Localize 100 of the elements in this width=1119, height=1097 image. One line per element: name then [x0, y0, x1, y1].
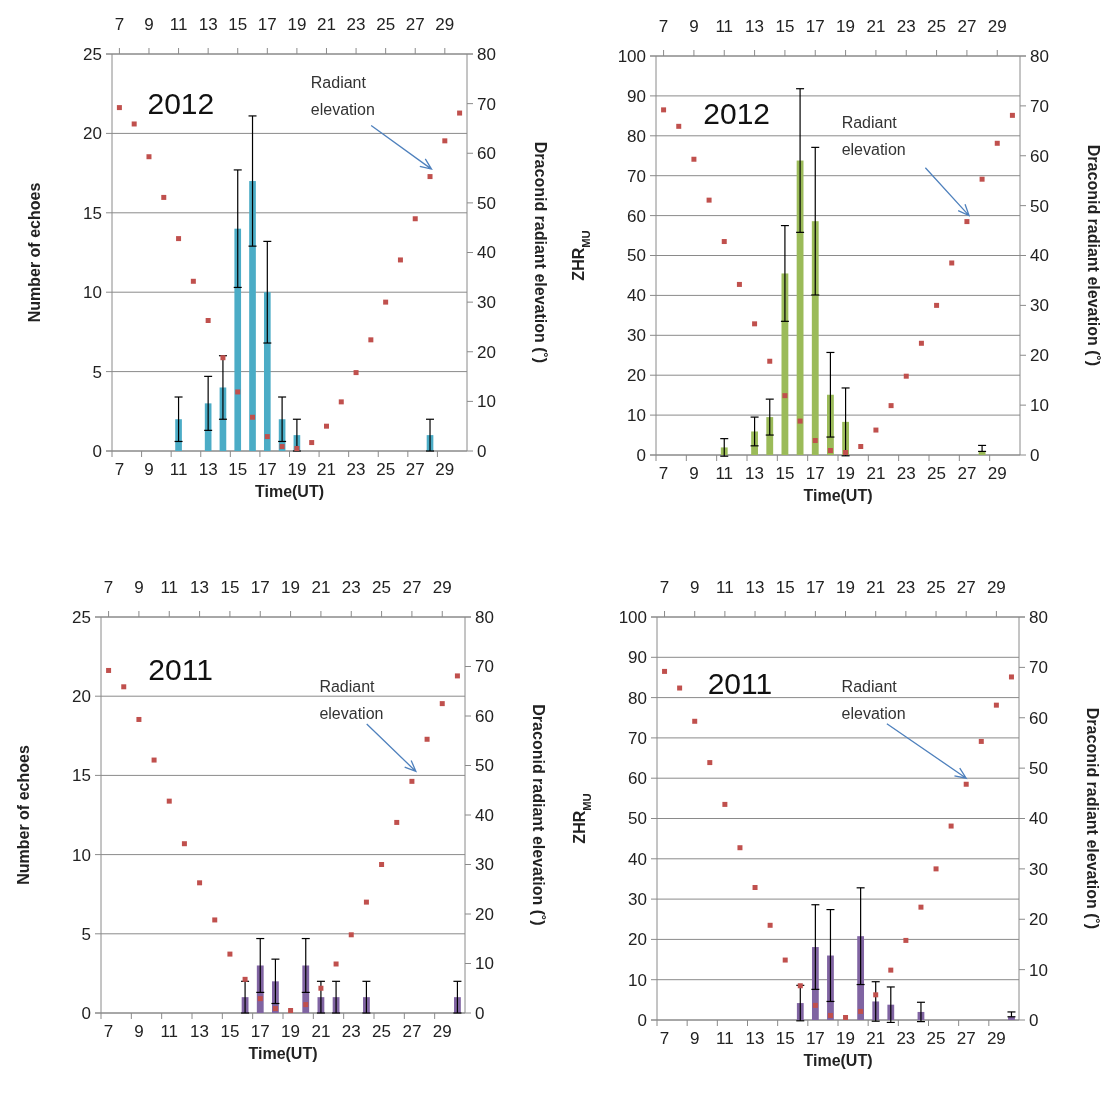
x-tick-label: 23 [346, 460, 366, 479]
y2-tick-label: 70 [1030, 96, 1049, 116]
x-tick-label: 27 [956, 1029, 976, 1048]
point [257, 996, 263, 1002]
y2-axis-title: Draconid radiant elevation (˚) [1084, 707, 1101, 930]
x-tick-label: 23 [896, 1029, 916, 1048]
y-tick-label: 15 [83, 203, 102, 223]
point [662, 668, 668, 674]
y-tick-label: 90 [627, 86, 646, 106]
point [677, 685, 683, 691]
point [338, 399, 344, 405]
y2-tick-label: 0 [477, 441, 487, 461]
point [933, 866, 939, 872]
point [136, 716, 142, 722]
point [692, 718, 698, 724]
point [279, 444, 285, 450]
annotation: 2011 [148, 653, 213, 687]
point [722, 801, 728, 807]
y-tick-label: 10 [628, 970, 647, 990]
point [858, 444, 864, 450]
y2-axis-title: Draconid radiant elevation (˚) [530, 704, 547, 926]
y2-tick-label: 30 [475, 855, 494, 875]
point [424, 736, 430, 742]
point [412, 216, 418, 222]
y-tick-label: 30 [627, 326, 646, 346]
point [379, 862, 385, 867]
x-tick-label: 7 [114, 460, 125, 479]
x-tick-label: 7 [658, 17, 669, 36]
x-axis-title: Time(UT) [248, 1045, 318, 1062]
point [181, 841, 187, 847]
point [903, 937, 909, 943]
x-tick-label: 13 [745, 1029, 765, 1048]
y-tick-label: 80 [628, 688, 647, 708]
point [767, 922, 773, 928]
point [706, 197, 712, 203]
point [161, 194, 167, 200]
y-tick-label: 30 [628, 890, 647, 910]
bar [249, 181, 256, 451]
point [442, 138, 448, 144]
x-axis-title: Time(UT) [254, 483, 325, 500]
point [964, 219, 970, 225]
point [176, 236, 182, 242]
x-tick-label: 29 [435, 460, 455, 479]
y2-tick-label: 50 [477, 193, 496, 213]
x-tick-label: 13 [190, 578, 210, 597]
y2-tick-label: 30 [1029, 859, 1048, 879]
point [1008, 674, 1014, 680]
y-tick-label: 20 [72, 687, 91, 707]
x-tick-label: 11 [169, 460, 188, 479]
y-tick-label: 50 [628, 809, 647, 829]
y2-tick-label: 60 [475, 706, 494, 726]
point [812, 1002, 818, 1008]
point [782, 957, 788, 963]
y-tick-label: 20 [83, 124, 102, 144]
y-tick-label: 25 [83, 44, 102, 64]
y2-tick-label: 70 [475, 657, 494, 677]
point [212, 917, 218, 923]
x-tick-label: 15 [775, 1029, 795, 1048]
annotation: Radiant elevation [841, 677, 906, 722]
point [934, 302, 940, 308]
point [858, 1008, 864, 1014]
y2-tick-label: 80 [1029, 607, 1048, 627]
point [363, 899, 369, 905]
point [949, 260, 955, 266]
y2-tick-label: 80 [475, 607, 494, 627]
point [707, 760, 713, 766]
point [888, 967, 894, 973]
point [439, 701, 445, 707]
x-tick-label: 19 [281, 578, 301, 597]
point [190, 278, 196, 284]
x-tick-label: 29 [986, 1029, 1006, 1048]
y-tick-label: 50 [627, 246, 646, 266]
point [918, 340, 924, 346]
point [676, 123, 682, 129]
point [994, 140, 1000, 146]
y-tick-label: 70 [628, 728, 647, 748]
point [873, 992, 879, 998]
x-tick-label: 13 [745, 17, 765, 36]
x-tick-label: 7 [103, 578, 114, 597]
point [661, 107, 667, 113]
x-tick-label: 25 [372, 578, 392, 597]
y2-tick-label: 30 [477, 293, 496, 313]
point [309, 440, 315, 446]
y2-axis-title: Draconid radiant elevation (˚) [1085, 144, 1102, 367]
point [963, 781, 969, 787]
annotation: Radiant elevation [310, 73, 375, 118]
point [121, 684, 127, 690]
x-tick-label: 9 [689, 1029, 700, 1048]
point [394, 819, 400, 825]
point [457, 110, 463, 116]
y2-tick-label: 50 [1029, 759, 1048, 779]
y-tick-label: 5 [81, 924, 91, 944]
x-tick-label: 19 [287, 460, 307, 479]
y2-tick-label: 60 [1030, 146, 1049, 166]
point [318, 985, 324, 991]
point [106, 667, 112, 673]
x-tick-label: 11 [715, 17, 734, 36]
point [242, 976, 248, 982]
point [736, 281, 742, 287]
x-axis-title: Time(UT) [803, 487, 873, 504]
